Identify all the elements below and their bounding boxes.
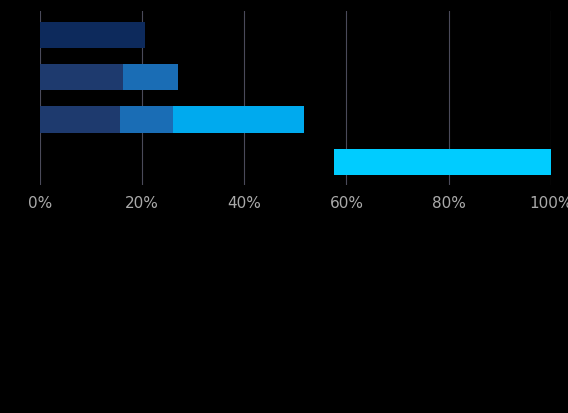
Bar <box>173 107 303 133</box>
Bar <box>123 65 178 91</box>
Bar <box>120 107 173 133</box>
Bar <box>334 150 551 176</box>
Bar <box>40 65 123 91</box>
Bar <box>40 23 145 49</box>
Bar <box>40 107 120 133</box>
